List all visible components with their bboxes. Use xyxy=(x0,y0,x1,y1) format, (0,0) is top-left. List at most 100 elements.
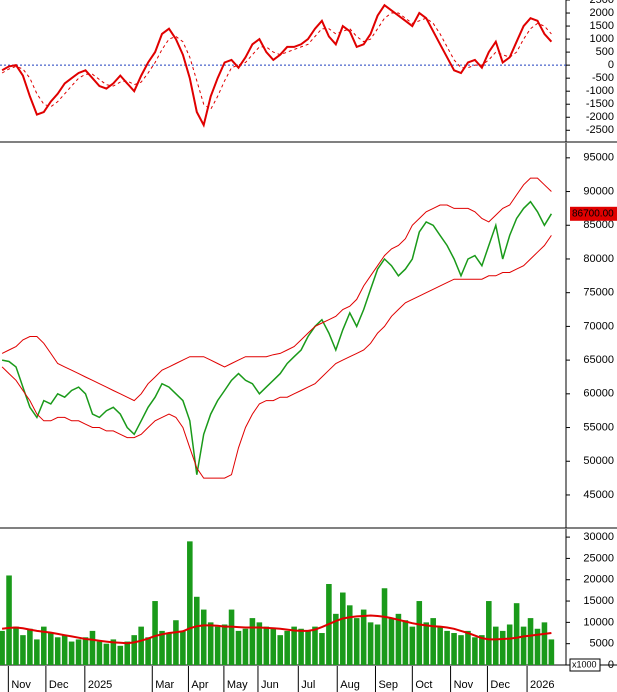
volume-bar xyxy=(228,609,235,665)
y-tick-label: 1500 xyxy=(590,20,614,32)
y-tick-label: 5000 xyxy=(590,638,614,650)
volume-bar xyxy=(0,630,5,665)
volume-bar xyxy=(388,618,395,665)
volume-bar xyxy=(207,622,214,665)
volume-bar xyxy=(346,605,353,665)
x-tick-label: Nov xyxy=(11,679,31,691)
y-tick-label: 0 xyxy=(608,659,614,671)
y-tick-label: 30000 xyxy=(583,531,614,543)
volume-bar xyxy=(284,630,290,665)
series-line xyxy=(1,200,553,475)
volume-bar xyxy=(166,633,172,665)
volume-bar xyxy=(68,641,75,665)
y-tick-label: 55000 xyxy=(583,421,614,433)
volume-bar xyxy=(416,601,423,665)
series-line xyxy=(1,3,553,128)
y-tick-label: -1000 xyxy=(586,85,614,97)
volume-bar xyxy=(6,575,12,665)
volume-bar xyxy=(340,592,346,665)
x-tick-label: 2026 xyxy=(530,679,554,691)
x-tick-label: Mar xyxy=(155,679,174,691)
volume-bar xyxy=(173,620,179,665)
y-tick-label: 60000 xyxy=(583,388,614,400)
x-tick-label: Nov xyxy=(454,679,474,691)
x-tick-label: Dec xyxy=(49,679,69,691)
volume-bar xyxy=(374,624,381,665)
y-tick-label: 1000 xyxy=(590,33,614,45)
x-tick-label: Oct xyxy=(415,679,432,691)
y-tick-label: 50000 xyxy=(583,455,614,467)
y-tick-label: 45000 xyxy=(583,489,614,501)
volume-bar xyxy=(54,637,61,665)
x-tick-label: 2025 xyxy=(88,679,112,691)
volume-bar xyxy=(82,637,89,665)
y-tick-label: -2500 xyxy=(586,124,614,136)
volume-bar xyxy=(270,628,277,665)
y-tick-label: 15000 xyxy=(583,595,614,607)
volume-bar xyxy=(138,626,144,665)
x-tick-label: Jul xyxy=(301,679,315,691)
y-tick-label: 20000 xyxy=(583,574,614,586)
x-tick-label: May xyxy=(227,679,248,691)
price-tag xyxy=(570,206,617,221)
x-tick-label: Aug xyxy=(340,679,360,691)
volume-bar xyxy=(465,630,471,665)
volume-bar xyxy=(180,630,186,665)
volume-bar xyxy=(430,618,436,665)
volume-bar xyxy=(263,626,270,665)
volume-bar xyxy=(305,630,311,665)
volume-bar xyxy=(96,641,103,665)
volume-bar xyxy=(145,637,151,665)
volume-bar xyxy=(486,601,492,665)
volume-bar xyxy=(214,626,221,665)
volume-bar xyxy=(61,635,68,665)
volume-bar xyxy=(527,618,534,665)
volume-bar xyxy=(513,603,520,665)
y-tick-label: 2000 xyxy=(590,7,614,19)
volume-bar xyxy=(333,613,339,665)
volume-bar xyxy=(193,596,200,665)
y-tick-label: 500 xyxy=(596,46,614,58)
volume-bar xyxy=(402,620,409,665)
y-tick-label: -500 xyxy=(592,72,614,84)
y-tick-label: 70000 xyxy=(583,320,614,332)
y-tick-label: 85000 xyxy=(583,219,614,231)
volume-bar xyxy=(506,624,513,665)
volume-bar xyxy=(110,639,117,665)
volume-bar xyxy=(312,626,318,665)
volume-bar xyxy=(492,626,499,665)
volume-bar xyxy=(242,628,249,665)
volume-bar xyxy=(131,635,137,665)
volume-bar xyxy=(117,645,124,665)
y-tick-label: -1500 xyxy=(586,98,614,110)
volume-bar xyxy=(541,622,548,665)
volume-bar xyxy=(423,622,430,665)
y-tick-label: 80000 xyxy=(583,253,614,265)
volume-bar xyxy=(200,609,207,665)
y-tick-label: 75000 xyxy=(583,287,614,299)
volume-bar xyxy=(548,639,555,665)
volume-bar xyxy=(41,626,47,665)
series-line xyxy=(1,235,552,479)
volume-bar xyxy=(472,637,478,665)
x-tick-label: Dec xyxy=(490,679,510,691)
volume-bar xyxy=(34,639,40,665)
volume-bar xyxy=(89,630,96,665)
volume-bar xyxy=(27,628,33,665)
volume-bar xyxy=(298,628,304,665)
volume-bar xyxy=(159,630,165,665)
volume-bar xyxy=(534,628,541,665)
volume-bar xyxy=(47,633,54,665)
x-tick-label: Apr xyxy=(191,679,208,691)
y-tick-label: 90000 xyxy=(583,185,614,197)
volume-bar xyxy=(499,630,506,665)
price-tag-label: 86700.00 xyxy=(572,208,614,219)
volume-bar xyxy=(409,626,416,665)
volume-bar xyxy=(520,626,527,665)
y-tick-label: -2000 xyxy=(586,111,614,123)
series-line xyxy=(1,177,552,402)
unit-label: x1000 xyxy=(572,659,597,669)
volume-bar xyxy=(458,635,464,665)
